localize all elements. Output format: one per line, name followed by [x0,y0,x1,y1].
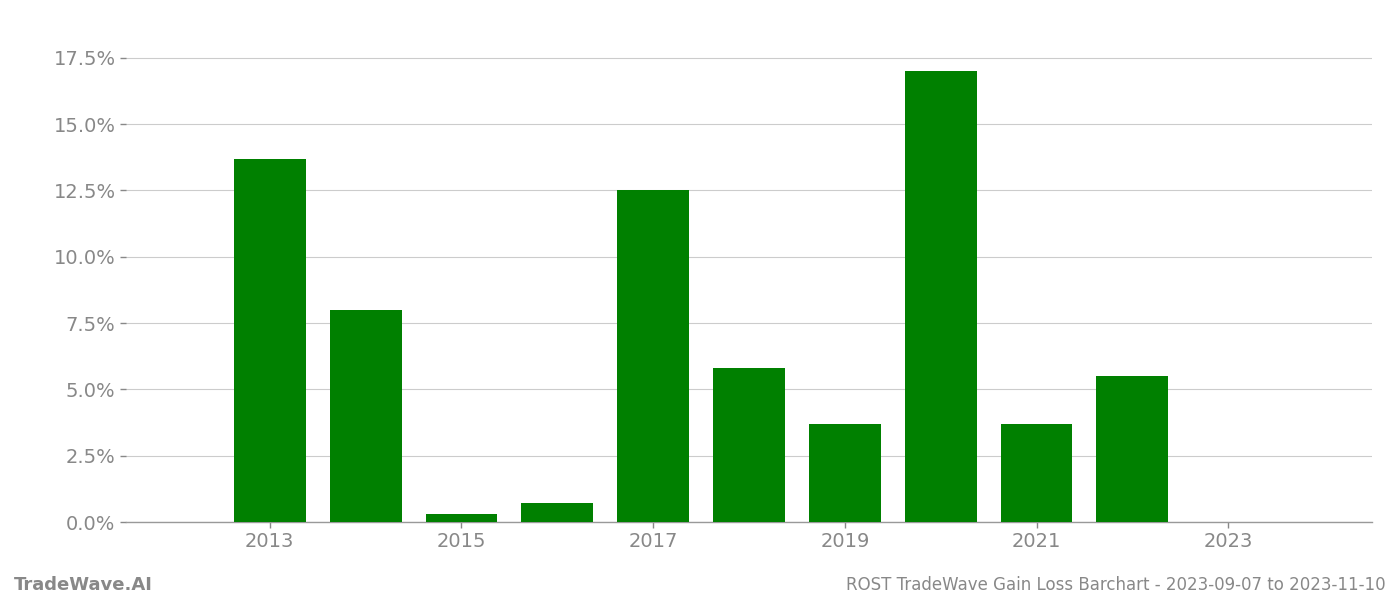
Bar [617,190,689,522]
Bar [426,514,497,522]
Bar [809,424,881,522]
Bar [1001,424,1072,522]
Bar [329,310,402,522]
Text: ROST TradeWave Gain Loss Barchart - 2023-09-07 to 2023-11-10: ROST TradeWave Gain Loss Barchart - 2023… [847,576,1386,594]
Bar [521,503,594,522]
Bar [713,368,785,522]
Bar [234,158,305,522]
Bar [1096,376,1169,522]
Bar [904,71,977,522]
Text: TradeWave.AI: TradeWave.AI [14,576,153,594]
